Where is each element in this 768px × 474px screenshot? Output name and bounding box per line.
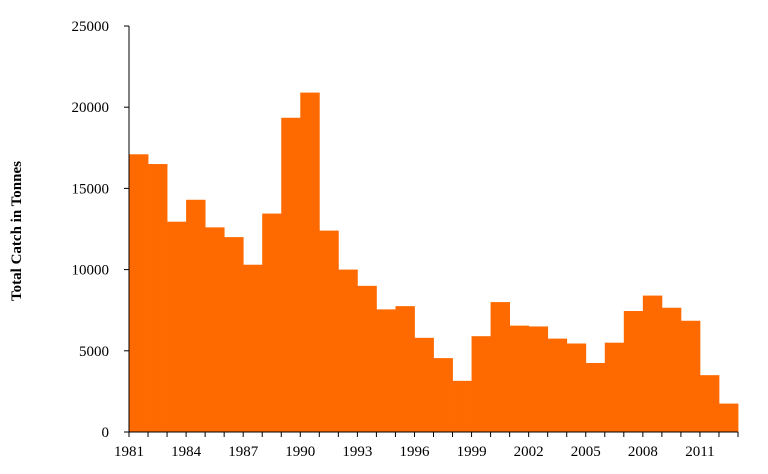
- x-tick-label: 1999: [457, 444, 487, 460]
- y-tick-label: 10000: [72, 263, 110, 279]
- bar-1984: [186, 199, 206, 432]
- bar-1983: [167, 221, 187, 432]
- x-tick-label: 1990: [285, 444, 315, 460]
- bar-1993: [357, 285, 377, 432]
- bar-2001: [509, 325, 530, 432]
- bar-2010: [680, 320, 701, 432]
- bar-1988: [262, 213, 282, 432]
- bar-2009: [661, 307, 682, 432]
- bar-1982: [148, 164, 168, 433]
- x-tick-label: 2011: [685, 444, 714, 460]
- x-tick-label: 1987: [228, 444, 259, 460]
- x-tick-label: 1993: [342, 444, 372, 460]
- bar-1991: [319, 230, 339, 432]
- bar-1996: [414, 337, 434, 432]
- x-tick-label: 2005: [571, 444, 601, 460]
- bar-1990: [300, 92, 320, 432]
- y-tick-label: 20000: [72, 100, 110, 116]
- y-tick-label: 15000: [72, 181, 110, 197]
- x-tick-label: 2008: [628, 444, 658, 460]
- bar-1999: [471, 336, 491, 432]
- x-tick-label: 1996: [399, 444, 430, 460]
- y-tick-label: 0: [102, 425, 110, 441]
- bar-1985: [205, 227, 225, 432]
- bar-1989: [281, 117, 301, 432]
- x-tick-label: 2002: [514, 444, 544, 460]
- bar-2007: [623, 311, 644, 432]
- bar-2008: [642, 295, 663, 432]
- bar-2006: [604, 342, 625, 432]
- bar-2005: [585, 362, 606, 432]
- y-axis-title: Total Catch in Tonnes: [9, 161, 25, 301]
- bar-2011: [699, 375, 720, 432]
- bar-1992: [338, 269, 358, 432]
- bar-2003: [547, 338, 568, 432]
- bar-2012: [718, 403, 739, 432]
- bar-1981: [129, 154, 149, 433]
- bar-2002: [528, 326, 549, 432]
- y-tick-label: 5000: [79, 344, 109, 360]
- bar-2004: [566, 343, 587, 432]
- y-axis-ticks: 0 5000 10000 15000 20000 25000: [72, 19, 129, 441]
- bars-group: [129, 92, 739, 433]
- bar-1994: [376, 309, 396, 432]
- bar-2000: [490, 302, 511, 432]
- bar-1986: [224, 237, 244, 432]
- y-tick-label: 25000: [72, 19, 110, 35]
- bar-1995: [395, 306, 415, 432]
- bar-1987: [243, 264, 263, 432]
- x-tick-label: 1984: [171, 444, 202, 460]
- x-axis-ticks: 1981 1984 1987 1990 1993 1996 1999 2002 2005 2008…: [114, 432, 739, 460]
- bar-1998: [452, 380, 472, 432]
- x-tick-label: 1981: [114, 444, 144, 460]
- bar-1997: [433, 358, 453, 432]
